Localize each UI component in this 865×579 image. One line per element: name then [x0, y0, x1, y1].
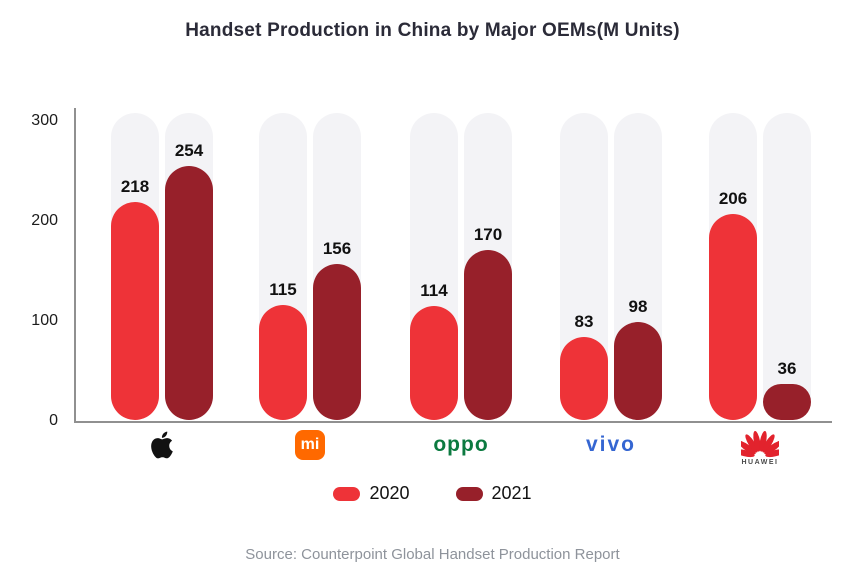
- y-tick-0: 0: [49, 412, 58, 429]
- oppo-logo: oppo: [406, 428, 516, 457]
- bar-value-2021-xiaomi: 156: [322, 239, 352, 258]
- bar-value-2020-xiaomi: 115: [269, 280, 297, 299]
- legend-label-2021: 2021: [491, 483, 532, 503]
- bar-value-2021-apple: 254: [174, 141, 204, 160]
- chart-title: Handset Production in China by Major OEM…: [185, 20, 680, 41]
- bar-value-2020-vivo: 83: [574, 312, 594, 331]
- bar-2021-vivo: [614, 322, 662, 420]
- bar-value-2020-oppo: 114: [420, 281, 448, 300]
- oppo-wordmark: oppo: [433, 433, 489, 456]
- bar-value-2021-huawei: 36: [777, 359, 797, 378]
- bar-value-2021-oppo: 170: [473, 225, 503, 244]
- vivo-logo: vivo: [556, 428, 666, 457]
- xiaomi-icon: mi: [295, 430, 325, 460]
- x-axis-line: [74, 421, 832, 423]
- legend-item-2020: 2020: [333, 483, 410, 504]
- bar-2020-huawei: [709, 214, 757, 420]
- huawei-icon: [741, 430, 779, 458]
- vivo-wordmark: vivo: [585, 433, 637, 456]
- bar-2021-huawei: [763, 384, 811, 420]
- bar-2020-xiaomi: [259, 305, 307, 420]
- huawei-wordmark: HUAWEI: [741, 459, 779, 466]
- bar-value-2021-vivo: 98: [628, 297, 648, 316]
- legend-swatch-2020: [333, 486, 361, 501]
- y-tick-300: 300: [31, 112, 58, 129]
- apple-logo: [107, 428, 217, 462]
- bar-2021-apple: [165, 166, 213, 420]
- bar-value-2020-huawei: 206: [718, 189, 748, 208]
- source-caption: Source: Counterpoint Global Handset Prod…: [245, 546, 620, 563]
- legend: 2020 2021: [0, 483, 865, 504]
- bar-2021-xiaomi: [313, 264, 361, 420]
- bar-value-2020-apple: 218: [120, 177, 150, 196]
- y-axis-line: [74, 108, 76, 423]
- bar-2021-oppo: [464, 250, 512, 420]
- apple-icon: [151, 431, 173, 459]
- huawei-logo: HUAWEI: [705, 428, 815, 466]
- xiaomi-logo: mi: [255, 428, 365, 460]
- legend-item-2021: 2021: [455, 483, 532, 504]
- legend-swatch-2021: [455, 486, 483, 501]
- bar-2020-oppo: [410, 306, 458, 420]
- legend-label-2020: 2020: [369, 483, 410, 503]
- bar-track-huawei: [763, 113, 811, 420]
- bar-2020-vivo: [560, 337, 608, 420]
- y-tick-200: 200: [31, 212, 58, 229]
- bar-2020-apple: [111, 202, 159, 420]
- y-tick-100: 100: [31, 312, 58, 329]
